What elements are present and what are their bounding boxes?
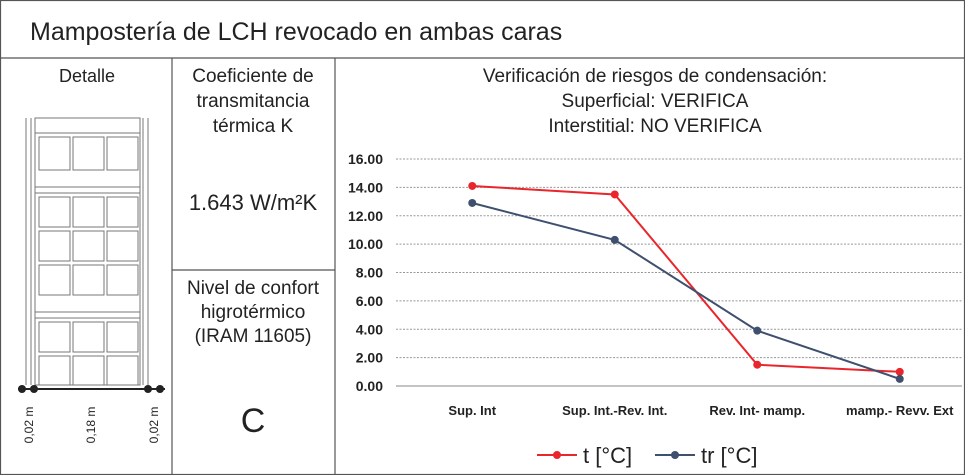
point <box>753 326 762 335</box>
chart-title: Verificación de riesgos de condensación: <box>483 66 827 87</box>
point <box>895 374 904 383</box>
y-tick-label: 16.00 <box>348 151 383 167</box>
series-line <box>472 184 900 373</box>
dimension-label: 0,18 m <box>84 407 98 444</box>
y-tick-label: 8.00 <box>356 265 383 281</box>
legend-swatch <box>553 451 561 459</box>
plot: 0.00 2.00 4.00 6.00 8.00 10.00 12.00 14.00 16.00… <box>348 151 962 468</box>
wall-detail <box>18 117 165 393</box>
dimension-label: 0,02 m <box>147 407 161 444</box>
y-tick-label: 12.00 <box>348 208 383 224</box>
y-tick-label: 4.00 <box>356 321 383 337</box>
y-tick-label: 14.00 <box>348 179 383 195</box>
x-tick-label: mamp.- Revv. Ext <box>846 403 954 418</box>
comfort-title: Nivel de confort <box>187 278 320 299</box>
point <box>468 181 477 190</box>
detail-title: Detalle <box>59 66 115 86</box>
point <box>753 360 762 369</box>
legend-label: t [°C] <box>583 443 632 468</box>
comfort-title: higrotérmico <box>201 302 306 323</box>
chart-subtitle: Interstitial: NO VERIFICA <box>548 116 762 137</box>
point <box>610 235 619 244</box>
coefficient-title: Coeficiente de <box>192 66 313 87</box>
comfort-value: C <box>241 402 266 440</box>
y-tick-label: 10.00 <box>348 236 383 252</box>
comfort-title: (IRAM 11605) <box>195 326 312 347</box>
dimension-label: 0,02 m <box>22 407 36 444</box>
y-tick-label: 2.00 <box>356 350 383 366</box>
legend-label: tr [°C] <box>701 443 757 468</box>
coefficient-title: transmitancia <box>197 91 310 112</box>
coefficient-value: 1.643 W/m²K <box>189 190 318 215</box>
legend-swatch <box>671 451 679 459</box>
x-tick-label: Rev. Int- mamp. <box>709 403 805 418</box>
x-tick-label: Sup. Int.-Rev. Int. <box>562 403 667 418</box>
x-tick-label: Sup. Int <box>448 403 496 418</box>
point <box>468 198 477 207</box>
page-title: Mampostería de LCH revocado en ambas car… <box>30 18 562 46</box>
y-tick-label: 0.00 <box>356 378 383 394</box>
series-line <box>471 202 901 380</box>
point <box>895 367 904 376</box>
coefficient-title: térmica K <box>213 116 294 137</box>
chart-subtitle: Superficial: VERIFICA <box>562 91 749 112</box>
y-tick-label: 6.00 <box>356 293 383 309</box>
point <box>610 190 619 199</box>
